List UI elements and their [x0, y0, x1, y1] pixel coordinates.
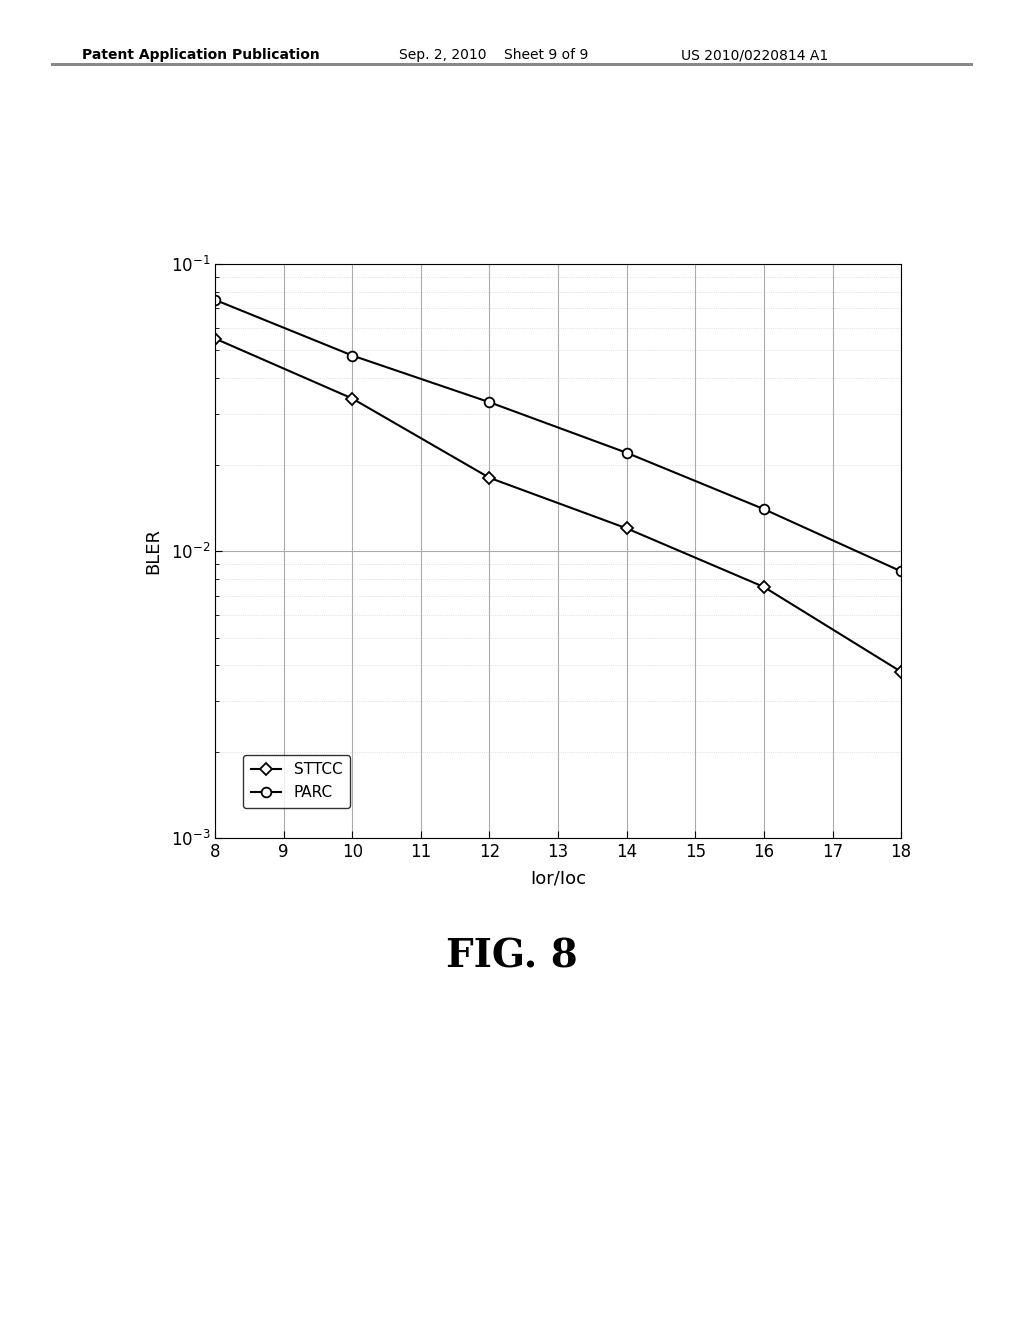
STTCC: [758, 579, 770, 595]
PARC: [621, 445, 633, 461]
PARC: [209, 292, 221, 308]
Text: US 2010/0220814 A1: US 2010/0220814 A1: [681, 49, 828, 62]
Line: PARC: PARC: [210, 294, 906, 577]
STTCC: [621, 520, 633, 536]
PARC: [483, 395, 496, 411]
PARC: [758, 502, 770, 517]
PARC: [895, 564, 907, 579]
Text: Sep. 2, 2010    Sheet 9 of 9: Sep. 2, 2010 Sheet 9 of 9: [399, 49, 589, 62]
PARC: [346, 347, 358, 363]
STTCC: [346, 391, 358, 407]
STTCC: [209, 330, 221, 346]
Line: STTCC: STTCC: [211, 334, 905, 676]
STTCC: [895, 664, 907, 680]
STTCC: [483, 470, 496, 486]
Y-axis label: BLER: BLER: [144, 528, 162, 574]
Legend: STTCC, PARC: STTCC, PARC: [244, 755, 350, 808]
X-axis label: Ior/Ioc: Ior/Ioc: [530, 870, 586, 887]
Text: Patent Application Publication: Patent Application Publication: [82, 49, 319, 62]
Text: FIG. 8: FIG. 8: [446, 939, 578, 975]
